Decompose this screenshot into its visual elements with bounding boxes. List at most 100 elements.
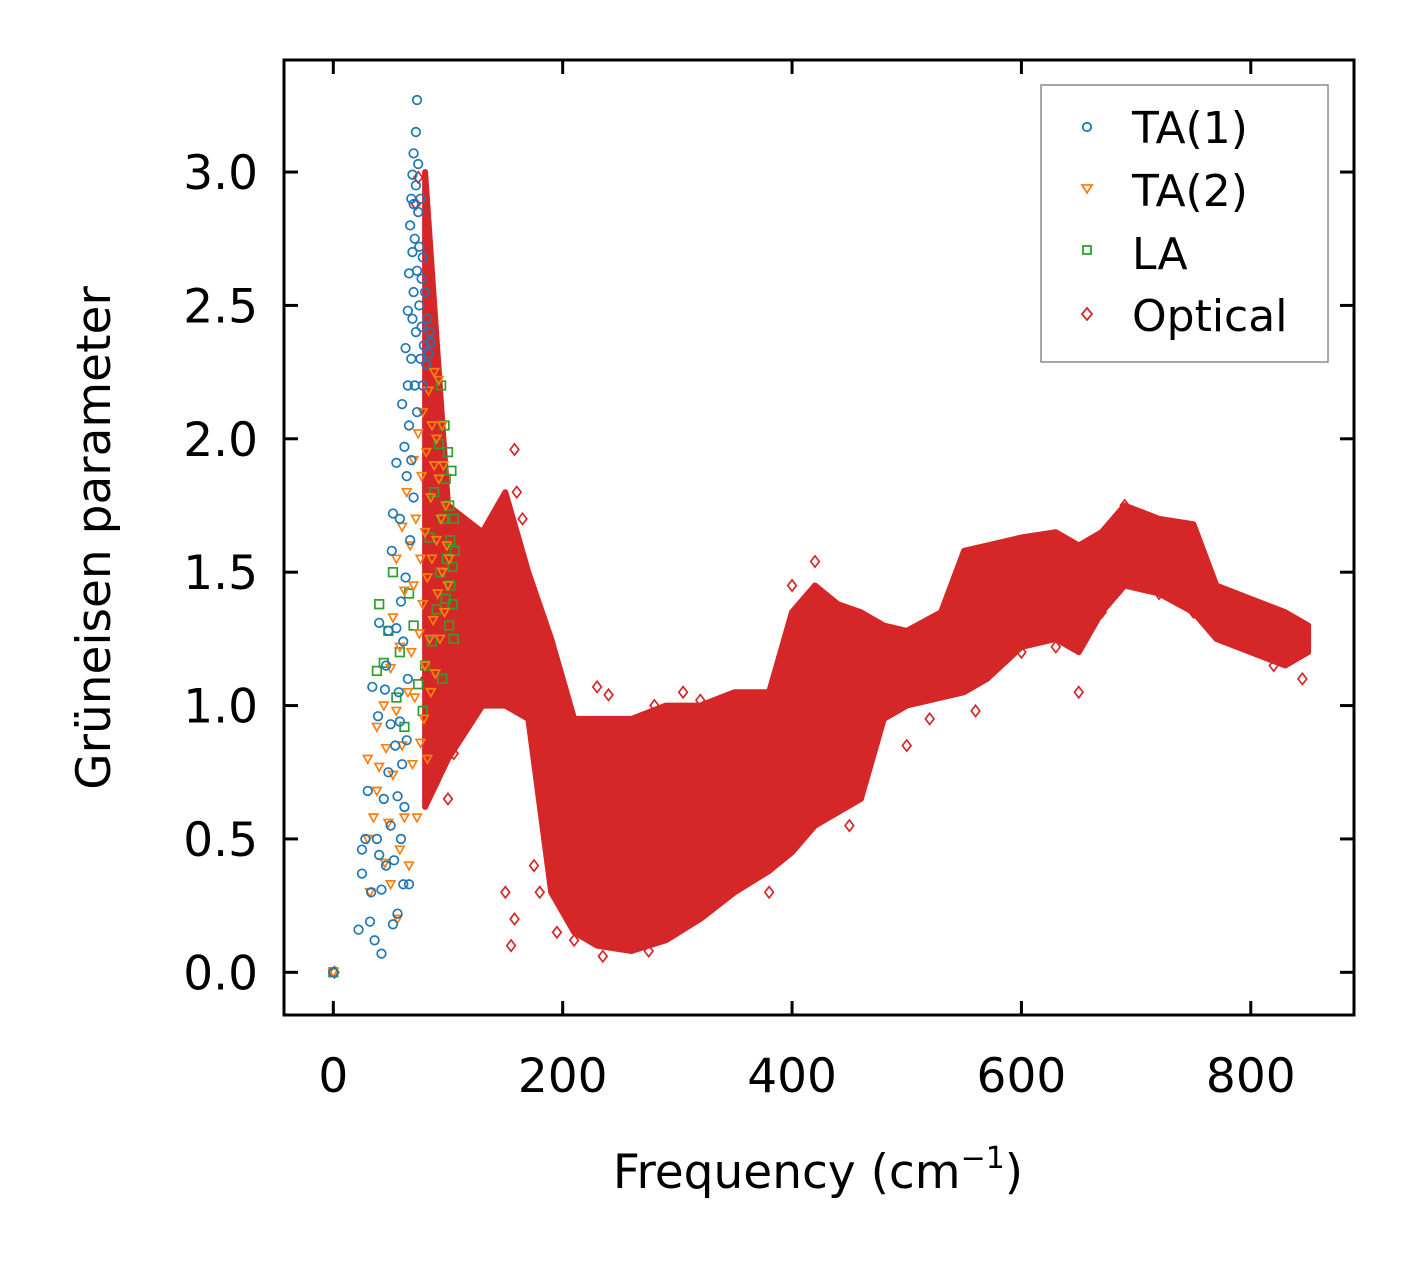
optical-point bbox=[517, 511, 528, 526]
optical-point bbox=[419, 671, 431, 686]
optical-point bbox=[786, 578, 798, 593]
legend-entry-ta1: TA(1) bbox=[1081, 103, 1248, 154]
ta2-point bbox=[405, 647, 418, 659]
ta1-point bbox=[417, 380, 428, 391]
la-point bbox=[391, 692, 402, 703]
ta1-point bbox=[399, 441, 410, 452]
ta2-point bbox=[411, 813, 423, 824]
la-point bbox=[447, 561, 458, 572]
ta1-point bbox=[406, 193, 417, 204]
ta2-point bbox=[408, 693, 421, 704]
ta1-point bbox=[408, 198, 419, 210]
ta1-point bbox=[398, 636, 409, 647]
optical-point bbox=[643, 943, 655, 958]
la-point bbox=[442, 446, 454, 458]
ta2-point bbox=[431, 589, 444, 600]
ta1-point bbox=[413, 158, 424, 170]
ta1-point bbox=[391, 457, 402, 468]
ta2-point bbox=[371, 786, 383, 797]
optical-point bbox=[970, 703, 981, 718]
y-tick-label: 0.5 bbox=[183, 813, 258, 868]
ta1-point bbox=[364, 916, 376, 927]
optical-point bbox=[431, 730, 442, 745]
optical-point bbox=[568, 933, 580, 948]
ta1-point bbox=[407, 169, 418, 180]
la-point bbox=[426, 636, 438, 647]
ta2-point bbox=[425, 687, 437, 699]
ta2-point bbox=[437, 461, 450, 472]
ta2-point bbox=[442, 581, 454, 592]
optical-point bbox=[844, 818, 855, 833]
ta1-point bbox=[387, 919, 399, 930]
la-point bbox=[371, 665, 383, 677]
optical-point bbox=[1016, 645, 1027, 660]
ta2-point bbox=[398, 586, 411, 597]
ta1-point bbox=[416, 321, 427, 332]
optical-point bbox=[901, 738, 913, 753]
ta1-point bbox=[411, 406, 423, 418]
ta1-point bbox=[417, 252, 428, 263]
optical-point bbox=[694, 693, 706, 708]
ta1-point bbox=[392, 908, 403, 919]
optical-point bbox=[448, 746, 460, 761]
legend-marker-la bbox=[1082, 245, 1092, 255]
ta2-point bbox=[394, 845, 406, 856]
ta1-point bbox=[395, 596, 407, 607]
ta1-point bbox=[360, 833, 371, 845]
la-point bbox=[387, 567, 399, 578]
legend-marker-optical bbox=[1080, 306, 1094, 322]
ta2-point bbox=[421, 754, 434, 765]
ta1-point bbox=[371, 833, 383, 845]
x-axis-label-text: Frequency (cm bbox=[613, 1145, 961, 1200]
y-tick-label: 2.5 bbox=[183, 279, 258, 334]
ta2-point bbox=[378, 701, 390, 712]
ta1-point bbox=[425, 337, 436, 348]
ta2-point bbox=[436, 567, 449, 579]
ta2-point bbox=[414, 738, 427, 749]
ta2-point bbox=[433, 474, 445, 485]
ta2-point bbox=[396, 522, 408, 533]
la-point bbox=[394, 647, 405, 658]
ta1-point bbox=[401, 735, 412, 746]
ta2-point bbox=[426, 554, 438, 565]
ta2-point bbox=[384, 879, 397, 891]
legend-label-optical: Optical bbox=[1132, 291, 1287, 342]
ta1-point bbox=[423, 348, 434, 359]
ta2-point bbox=[425, 493, 437, 504]
ta1-point bbox=[356, 868, 368, 879]
ta1-point bbox=[400, 342, 411, 354]
ta1-point bbox=[410, 326, 422, 338]
ta1-point bbox=[385, 820, 396, 831]
ta2-point bbox=[407, 581, 420, 592]
optical-point bbox=[1119, 498, 1131, 513]
ta2-point bbox=[402, 687, 414, 699]
ta1-point bbox=[421, 358, 432, 370]
optical-point bbox=[809, 554, 821, 569]
data-layer bbox=[327, 94, 1312, 980]
optical-point bbox=[1268, 658, 1280, 673]
ta1-point bbox=[378, 793, 389, 805]
legend-marker-ta1 bbox=[1081, 121, 1093, 133]
optical-point bbox=[763, 885, 775, 900]
ta1-point bbox=[411, 94, 423, 106]
ta2-point bbox=[426, 421, 438, 432]
optical-point bbox=[1096, 605, 1108, 620]
ta2-point bbox=[415, 471, 428, 483]
ta2-point bbox=[419, 661, 431, 672]
ta1-point bbox=[410, 126, 422, 138]
x-tick-label: 0 bbox=[318, 1049, 348, 1104]
ta2-point bbox=[417, 599, 429, 611]
optical-point bbox=[597, 949, 609, 964]
ta1-point bbox=[411, 265, 423, 276]
optical-point bbox=[1153, 586, 1165, 601]
ta2-point bbox=[410, 514, 422, 525]
ta1-point bbox=[386, 545, 397, 556]
ta2-point bbox=[436, 421, 449, 432]
ta2-point bbox=[412, 429, 424, 440]
x-axis-label: Frequency (cm−1) bbox=[613, 1141, 1023, 1200]
ta2-point bbox=[404, 541, 416, 552]
y-tick-label: 1.5 bbox=[183, 546, 258, 601]
ta1-point bbox=[396, 398, 408, 410]
optical-point bbox=[442, 791, 454, 806]
la-point bbox=[448, 513, 459, 524]
